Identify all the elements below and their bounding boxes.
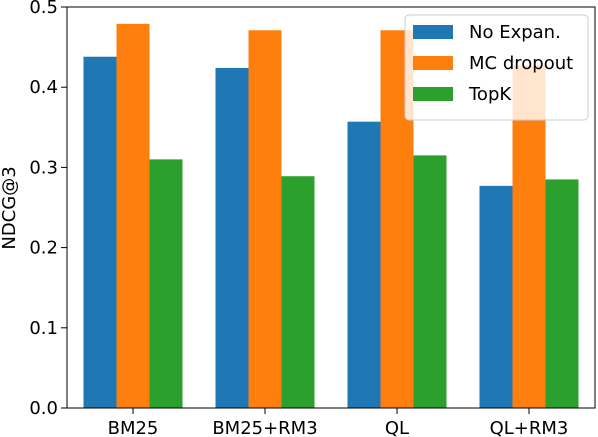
bar-0-0 — [83, 56, 117, 408]
y-tick-label: 0.4 — [29, 77, 58, 98]
legend-swatch — [413, 56, 453, 70]
plot-frame — [66, 6, 596, 409]
bar-0-1 — [215, 67, 249, 409]
bar-1-3 — [512, 65, 546, 409]
legend-swatch — [413, 25, 453, 39]
bar-1-1 — [248, 30, 282, 409]
bar-0-3 — [479, 185, 513, 408]
bar-2-3 — [545, 179, 579, 408]
y-tick-label: 0.5 — [29, 0, 58, 18]
legend: No Expan. MC dropout TopK — [404, 14, 589, 121]
y-tick-label: 0.1 — [29, 318, 58, 339]
x-tick-label: BM25 — [108, 418, 159, 437]
bar-2-2 — [413, 155, 447, 408]
legend-swatch — [413, 87, 453, 101]
x-tick-label: QL+RM3 — [490, 418, 569, 437]
axes-group: 0.0 0.1 0.2 0.3 0.4 0.5 BM25 BM25+RM3 QL QL+RM3 — [29, 0, 596, 437]
y-tick-label: 0.0 — [29, 398, 58, 419]
y-tick-label: 0.2 — [29, 238, 58, 259]
y-tick-label: 0.3 — [29, 157, 58, 178]
x-tick-label: BM25+RM3 — [212, 418, 317, 437]
bars-group — [83, 23, 579, 409]
bar-2-1 — [281, 176, 315, 408]
legend-label: TopK — [468, 84, 512, 105]
legend-label: No Expan. — [469, 22, 561, 43]
bar-2-0 — [149, 159, 183, 408]
bar-0-2 — [347, 121, 381, 408]
x-tick-label: QL — [385, 418, 409, 437]
bar-1-0 — [116, 23, 150, 408]
legend-label: MC dropout — [469, 53, 573, 74]
y-axis-label: NDCG@3 — [0, 166, 20, 249]
